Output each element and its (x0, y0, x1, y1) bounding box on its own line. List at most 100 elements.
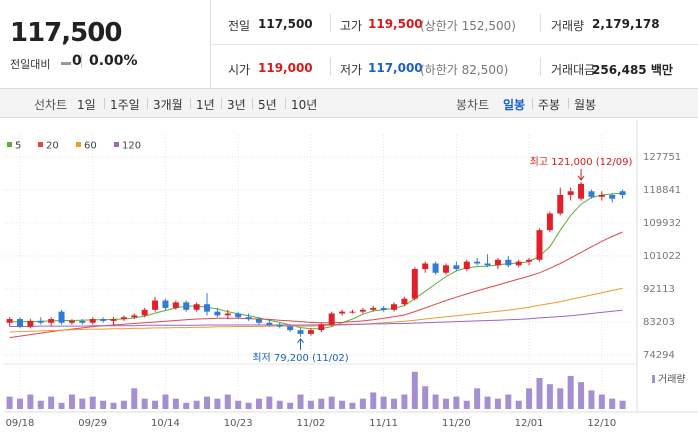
volume-bar (484, 396, 491, 409)
volume-bar (515, 400, 522, 409)
volume-bar (224, 394, 231, 409)
candle-body (609, 194, 616, 199)
volume-bar (536, 377, 543, 409)
candle-body (79, 320, 86, 323)
volume-bar (463, 400, 470, 409)
candle-body (515, 261, 522, 266)
candle-body (131, 315, 138, 318)
y-tick-label: 92113 (643, 284, 675, 295)
volume-bar (505, 394, 512, 409)
volume-bar (235, 400, 242, 409)
volume-bar (266, 396, 273, 409)
candle-body (474, 261, 481, 264)
volume-bar (297, 394, 304, 409)
candle-body (287, 326, 294, 331)
candle-body (193, 304, 200, 310)
volume-bar (598, 394, 605, 409)
candle-body (484, 263, 491, 266)
volume-bar (401, 394, 408, 409)
volume-bar (100, 400, 107, 409)
volume-bar (131, 388, 138, 409)
quote-header: 117,500 전일대비 0 0.00% 전일 117,500 고가 119,500(… (0, 0, 698, 89)
tab[interactable]: 주봉 (538, 98, 561, 112)
volume-bar (68, 394, 75, 409)
tab-separator (147, 98, 148, 109)
candle-body (453, 265, 460, 270)
candle-body (619, 191, 626, 195)
tab[interactable]: 1주일 (110, 98, 140, 112)
candle-body (349, 311, 356, 313)
volume-bar (120, 400, 127, 409)
tab[interactable]: 3년 (227, 98, 246, 112)
volume-bar (474, 388, 481, 409)
y-tick-label: 101022 (643, 251, 681, 262)
tab[interactable]: 일봉 (503, 98, 526, 112)
candle-body (235, 313, 242, 318)
volume-bar (245, 402, 252, 409)
volume-bar (453, 396, 460, 409)
x-tick-label: 10/14 (151, 418, 180, 429)
candle-body (505, 259, 512, 266)
candle-body (152, 300, 159, 310)
tab-separator (532, 98, 533, 109)
volume-bar (183, 402, 190, 409)
field-extra: (상한가 152,500) (420, 19, 516, 33)
volume-bar (79, 398, 86, 409)
candle-body (380, 307, 387, 310)
volume-bar (214, 398, 221, 409)
tab-separator (568, 98, 569, 109)
x-tick-label: 12/01 (515, 418, 544, 429)
candle-body (68, 320, 75, 323)
y-tick-label: 118841 (643, 185, 681, 196)
volume-bar (276, 400, 283, 409)
x-tick-label: 09/29 (78, 418, 107, 429)
volume-bar (204, 396, 211, 409)
tab-separator (252, 98, 253, 109)
change-pct: 0.00% (89, 53, 138, 69)
change-label: 전일대비 (10, 58, 51, 71)
volume-bar (619, 400, 626, 409)
y-tick-label: 127751 (643, 152, 681, 163)
volume-bar (37, 400, 44, 409)
volume-bar (567, 375, 574, 409)
field-label: 전일 (228, 19, 251, 33)
volume-bar (339, 400, 346, 409)
volume-bar (442, 398, 449, 409)
field-value: 256,485 백만 (592, 63, 673, 77)
high-arrow (577, 169, 585, 181)
volume-bar (141, 398, 148, 409)
candle-body (567, 191, 574, 195)
tab[interactable]: 1년 (196, 98, 215, 112)
x-tick-label: 09/18 (6, 418, 35, 429)
tab[interactable]: 월봉 (574, 98, 597, 112)
change: 0 (72, 53, 82, 69)
volume-bar (255, 398, 262, 409)
tab[interactable]: 3개월 (153, 98, 183, 112)
tab-separator (221, 98, 222, 109)
volume-bar (609, 398, 616, 409)
field-value: 119,000 (258, 61, 313, 75)
candle-body (297, 330, 304, 334)
field-value: 117,000 (368, 61, 423, 75)
divider (540, 14, 541, 32)
tab-separator (285, 98, 286, 109)
volume-bar (172, 398, 179, 409)
low-annotation: 최저 79,200 (11/02) (252, 352, 348, 364)
candle-body (526, 259, 533, 262)
volume-bar (588, 390, 595, 409)
tab[interactable]: 10년 (291, 98, 318, 112)
legend-label: 5 (15, 141, 21, 152)
candle-body (162, 300, 169, 308)
candle-body (224, 313, 231, 316)
y-tick-label: 109932 (643, 218, 681, 229)
candle-body (266, 322, 273, 325)
candle-body (463, 261, 470, 270)
unchanged-icon (61, 62, 71, 65)
tab[interactable]: 5년 (258, 98, 277, 112)
volume-bar (526, 388, 533, 409)
tab[interactable]: 1일 (77, 98, 96, 112)
volume-bar (287, 402, 294, 409)
volume-bar (391, 398, 398, 409)
volume-bar (89, 396, 96, 409)
